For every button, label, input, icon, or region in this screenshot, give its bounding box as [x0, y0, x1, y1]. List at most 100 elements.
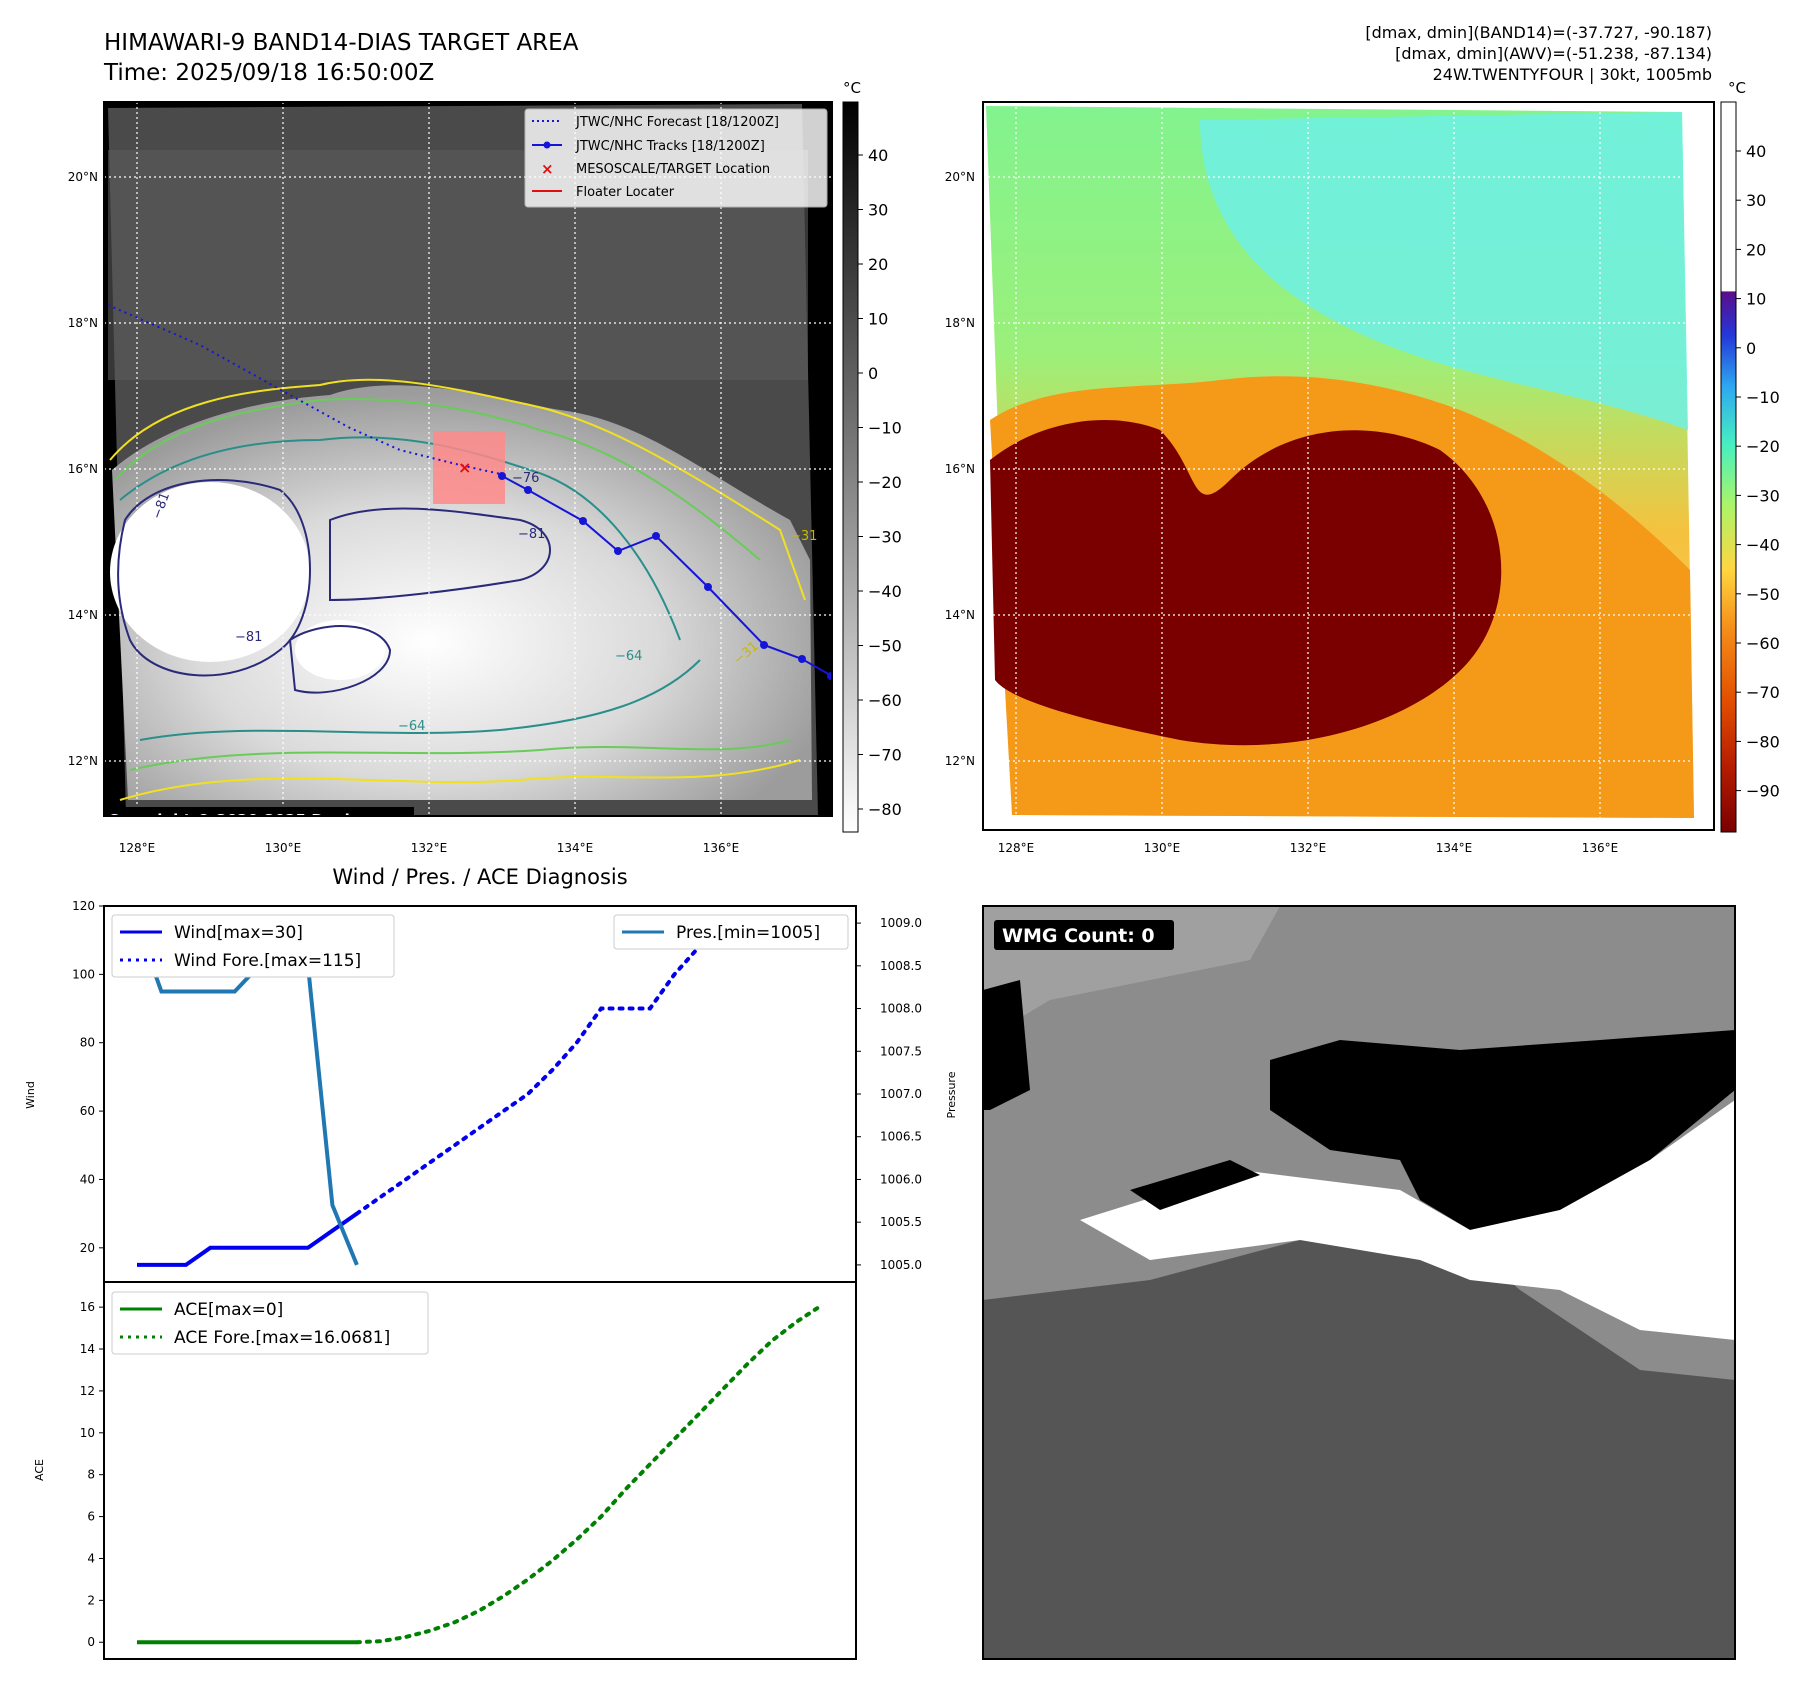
lon-label: 132°E [411, 841, 448, 855]
lat-label: 12°N [68, 754, 98, 768]
ir-legend: JTWC/NHC Forecast [18/1200Z] JTWC/NHC Tr… [524, 108, 828, 208]
legend-tracks: JTWC/NHC Tracks [18/1200Z] [575, 139, 765, 154]
colorbar-tick-label: 30 [868, 201, 888, 220]
ace-series [137, 1303, 823, 1645]
contour-label: −64 [615, 649, 642, 664]
lat-label: 16°N [945, 462, 975, 476]
ir-colorbar [842, 101, 859, 833]
target-location-marker: × [458, 458, 471, 477]
wind-series [135, 921, 823, 1267]
awv-colorbar-unit: °C [1728, 79, 1746, 97]
colorbar-tick-label: 20 [868, 255, 888, 274]
y-tick-label: 6 [87, 1510, 95, 1524]
colorbar-tick-label: 0 [1746, 339, 1756, 358]
lat-label: 14°N [945, 608, 975, 622]
legend-target: MESOSCALE/TARGET Location [576, 162, 770, 177]
pres-legend: Pres.[min=1005] [613, 914, 849, 950]
ir-convective-core-south [295, 620, 385, 680]
ir-grid [104, 102, 832, 816]
diag-title: Wind / Pres. / ACE Diagnosis [332, 865, 627, 889]
lat-label: 14°N [68, 608, 98, 622]
legend-ace: ACE[max=0] [174, 1300, 283, 1320]
legend-wind-fore: Wind Fore.[max=115] [174, 951, 361, 971]
colorbar-tick-label: −60 [1746, 634, 1780, 653]
jtwc-track-points [498, 472, 832, 680]
colorbar-tick-label: 40 [1746, 142, 1766, 161]
colorbar-tick-label: −50 [868, 637, 902, 656]
colorbar-tick-label: −10 [1746, 388, 1780, 407]
ir-frame-border [103, 101, 833, 817]
lon-label: 130°E [265, 841, 302, 855]
y-tick-label: 10 [80, 1426, 95, 1440]
y-tick-label: 8 [87, 1468, 95, 1482]
ace-ylabel: ACE [33, 1459, 46, 1481]
colorbar-tick-label: −20 [1746, 437, 1780, 456]
wind-legend: Wind[max=30] Wind Fore.[max=115] [111, 914, 395, 978]
colorbar-tick-label: 0 [868, 364, 878, 383]
contour-navy-south [288, 625, 392, 694]
ir-lat-labels: 20°N 18°N 16°N 14°N 12°N [68, 170, 98, 768]
colorbar-tick-label: −40 [868, 582, 902, 601]
colorbar-tick-label: −30 [868, 528, 902, 547]
series-line-1 [354, 1303, 823, 1645]
awv-lat-labels: 20°N 18°N 16°N 14°N 12°N [945, 170, 975, 768]
y-right-tick-label: 1006.0 [880, 1172, 922, 1186]
y-right-tick-label: 1008.0 [880, 1002, 922, 1016]
ace-yticks: 16 14 12 10 8 6 4 2 0 [80, 1300, 104, 1649]
y-tick-label: 0 [87, 1635, 95, 1649]
figure-title: HIMAWARI-9 BAND14-DIAS TARGET AREA [104, 30, 579, 56]
legend-floater: Floater Locater [576, 185, 675, 200]
ir-colorbar-unit: °C [843, 79, 861, 97]
ir-panel: × −81 −81 −64 −76 −81 −31 −64 −31 JTWC/N… [68, 79, 902, 855]
lon-label: 130°E [1144, 841, 1181, 855]
colorbar-tick-label: −50 [1746, 585, 1780, 604]
awv-panel: 128°E 130°E 132°E 134°E 136°E 20°N 18°N … [945, 79, 1780, 855]
series-line-0 [137, 1211, 359, 1267]
colorbar-tick-label: 40 [868, 146, 888, 165]
colorbar-tick-label: −40 [1746, 536, 1780, 555]
lon-label: 136°E [1582, 841, 1619, 855]
legend-forecast: JTWC/NHC Forecast [18/1200Z] [575, 115, 779, 130]
ace-legend: ACE[max=0] ACE Fore.[max=16.0681] [111, 1291, 429, 1355]
lat-label: 18°N [68, 316, 98, 330]
y-tick-label: 12 [80, 1384, 95, 1398]
awv-grid [983, 102, 1714, 830]
lon-label: 128°E [998, 841, 1035, 855]
colorbar-tick-label: −90 [1746, 782, 1780, 801]
colorbar-tick-label: −30 [1746, 486, 1780, 505]
colorbar-tick-label: −60 [868, 691, 902, 710]
lat-label: 20°N [68, 170, 98, 184]
ace-chart: 16 14 12 10 8 6 4 2 0 ACE ACE[max=0] ACE Fore.[m… [33, 1281, 857, 1660]
series-line-1 [354, 921, 823, 1216]
legend-ace-fore: ACE Fore.[max=16.0681] [174, 1328, 390, 1348]
y-right-tick-label: 1007.0 [880, 1087, 922, 1101]
y-tick-label: 120 [72, 899, 95, 913]
wmg-label: WMG Count: 0 [1002, 925, 1155, 947]
colorbar-tick-label: −80 [1746, 732, 1780, 751]
pres-yticks: 1009.0 1008.5 1008.0 1007.5 1007.0 1006.5 1006… [856, 916, 922, 1272]
y-right-tick-label: 1005.5 [880, 1215, 922, 1229]
colorbar-tick-label: −20 [868, 473, 902, 492]
wmg-black-streak [1130, 1160, 1260, 1210]
y-right-tick-label: 1007.5 [880, 1044, 922, 1058]
y-tick-label: 40 [80, 1172, 95, 1186]
contour-label: −81 [518, 527, 545, 542]
lat-label: 12°N [945, 754, 975, 768]
awv-colorbar-ticks: 40 30 20 10 0 −10 −20 −30 −40 −50 −60 −70 −80 −90 [1736, 142, 1780, 801]
y-right-tick-label: 1006.5 [880, 1130, 922, 1144]
wind-ylabel: Wind [24, 1081, 37, 1109]
awv-dry-region [1200, 112, 1688, 430]
lon-label: 134°E [557, 841, 594, 855]
copyright-box [104, 807, 414, 816]
legend-pres: Pres.[min=1005] [676, 923, 820, 943]
copyright-text: Copyright © 2020-2025 Dapiya [108, 811, 370, 829]
colorbar-tick-label: 20 [1746, 240, 1766, 259]
y-tick-label: 4 [87, 1551, 95, 1565]
awv-lon-labels: 128°E 130°E 132°E 134°E 136°E [998, 841, 1619, 855]
y-tick-label: 100 [72, 967, 95, 981]
contour-green [114, 398, 791, 771]
y-tick-label: 16 [80, 1300, 95, 1314]
colorbar-tick-label: 10 [868, 310, 888, 329]
info-band14: [dmax, dmin](BAND14)=(-37.727, -90.187) [1365, 23, 1712, 42]
